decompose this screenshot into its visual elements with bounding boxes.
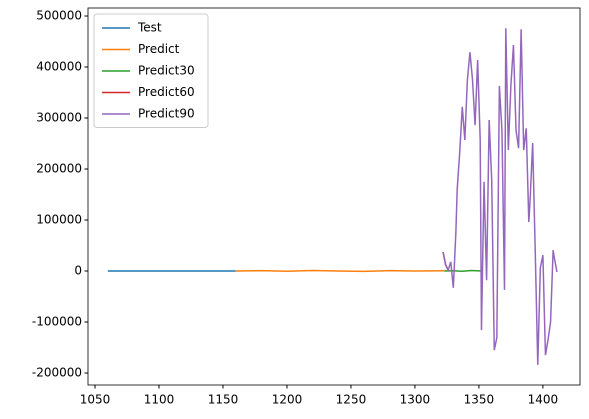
x-tick-label: 1300 [400, 393, 431, 407]
x-tick-label: 1200 [272, 393, 303, 407]
y-tick-label: -100000 [32, 315, 82, 329]
legend-label: Predict [138, 42, 180, 56]
y-tick-label: 400000 [36, 60, 82, 74]
x-tick-label: 1250 [336, 393, 367, 407]
legend-label: Predict30 [138, 64, 195, 78]
y-tick-label: 500000 [36, 9, 82, 23]
y-tick-label: 200000 [36, 162, 82, 176]
series-line [444, 269, 482, 273]
legend-label: Predict90 [138, 107, 195, 121]
legend-label: Predict60 [138, 85, 195, 99]
y-tick-label: -200000 [32, 366, 82, 380]
legend-box [93, 13, 209, 128]
plot-frame [87, 7, 581, 386]
x-tick-label: 1350 [464, 393, 495, 407]
x-tick-label: 1050 [80, 393, 111, 407]
x-tick-label: 1150 [208, 393, 239, 407]
x-tick-label: 1400 [528, 393, 559, 407]
x-tick-label: 1100 [144, 393, 175, 407]
y-tick-label: 100000 [36, 213, 82, 227]
series-line [442, 28, 558, 365]
series-line [235, 269, 445, 273]
y-tick-label: 0 [74, 264, 82, 278]
y-tick-label: 300000 [36, 111, 82, 125]
legend-label: Test [137, 21, 162, 35]
